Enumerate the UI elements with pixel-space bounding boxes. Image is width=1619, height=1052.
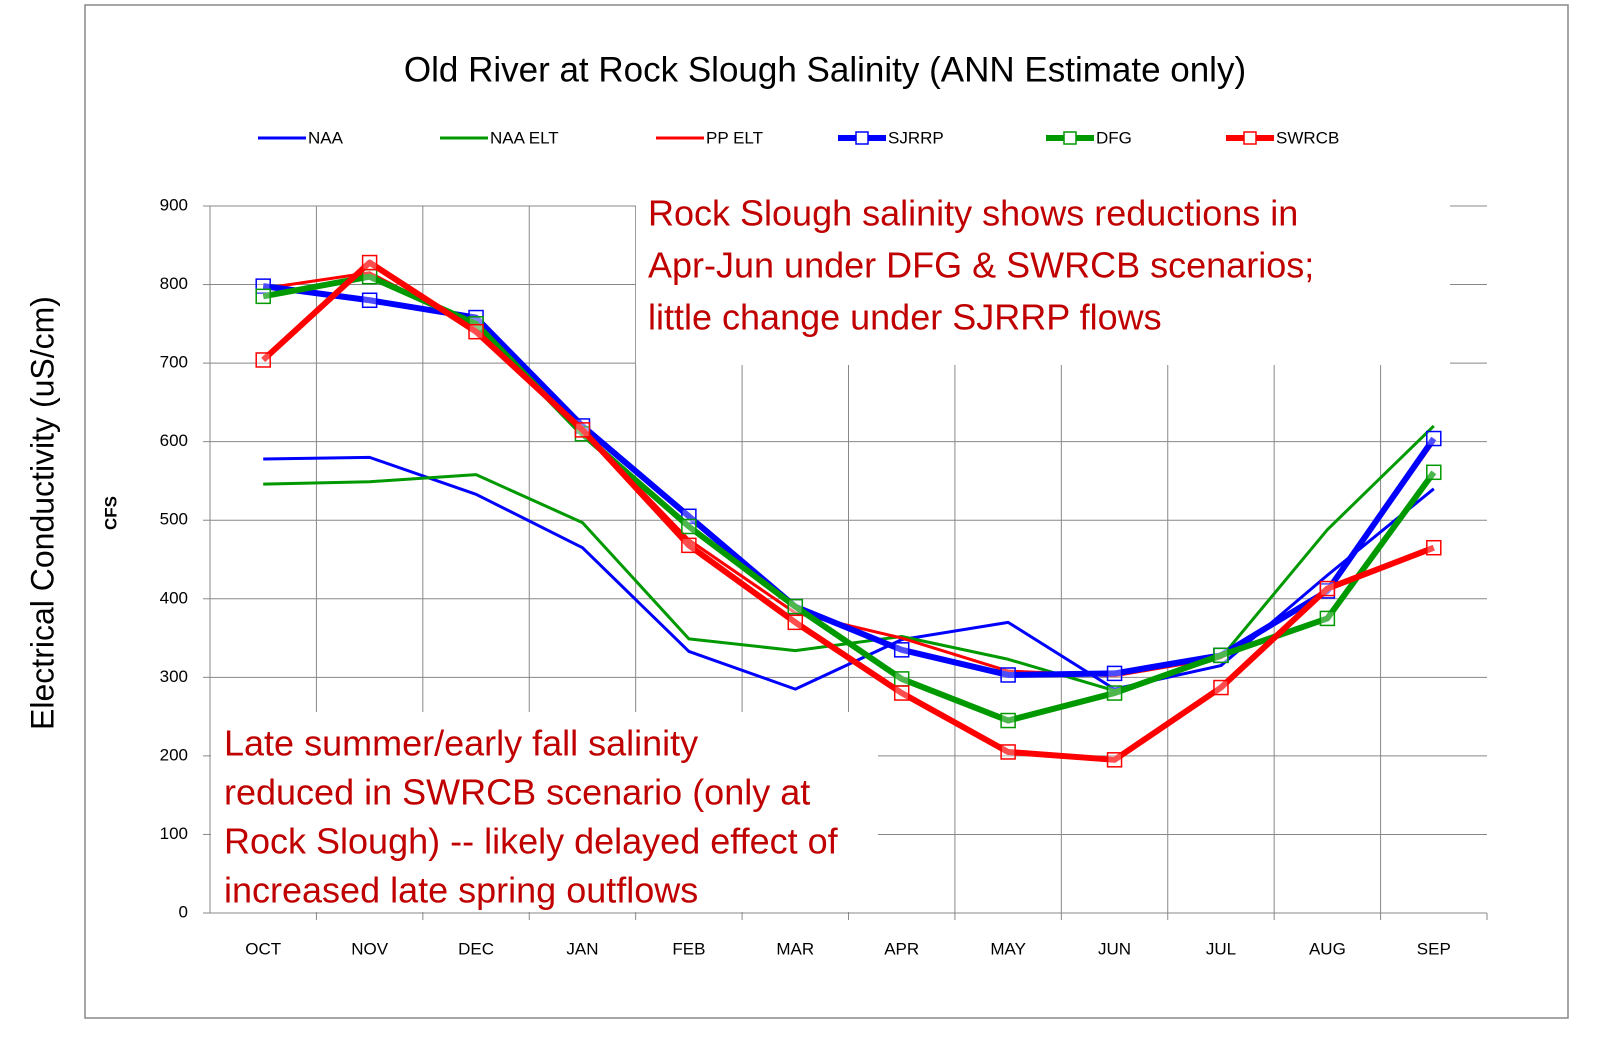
point-marker bbox=[1000, 744, 1016, 760]
annotation-text: reduced in SWRCB scenario (only at bbox=[224, 772, 810, 813]
point-marker bbox=[255, 352, 271, 368]
y-tick-label: 400 bbox=[160, 588, 188, 607]
point-marker bbox=[893, 671, 910, 687]
x-tick-label: JAN bbox=[566, 939, 598, 958]
point-marker bbox=[1319, 610, 1336, 627]
point-marker bbox=[1106, 685, 1123, 701]
chart-title: Old River at Rock Slough Salinity (ANN E… bbox=[404, 50, 1246, 89]
point-marker bbox=[255, 288, 271, 305]
point-marker bbox=[787, 598, 804, 615]
point-marker bbox=[1426, 464, 1442, 481]
series-line bbox=[262, 273, 1437, 724]
point-marker bbox=[1319, 580, 1336, 597]
series-line bbox=[261, 259, 1435, 763]
point-marker bbox=[1106, 665, 1123, 682]
y-tick-label: 100 bbox=[160, 824, 188, 843]
legend-marker bbox=[1063, 131, 1077, 145]
point-marker bbox=[1000, 712, 1016, 729]
legend-marker bbox=[1243, 131, 1257, 145]
point-marker bbox=[1000, 667, 1016, 683]
x-tick-label: JUL bbox=[1206, 939, 1236, 958]
y-axis-title: CFS bbox=[101, 496, 120, 530]
x-tick-label: MAR bbox=[776, 939, 814, 958]
point-marker bbox=[681, 537, 697, 554]
y-tick-label: 200 bbox=[160, 745, 188, 764]
point-marker bbox=[1426, 430, 1442, 447]
y-tick-label: 900 bbox=[160, 195, 188, 214]
annotation-text: Rock Slough) -- likely delayed effect of bbox=[224, 821, 839, 862]
point-marker bbox=[893, 685, 910, 701]
x-tick-label: JUN bbox=[1098, 939, 1131, 958]
legend-label: SWRCB bbox=[1276, 128, 1339, 147]
legend-marker bbox=[855, 131, 869, 145]
y-tick-label: 700 bbox=[160, 353, 188, 372]
annotation-text: Apr-Jun under DFG & SWRCB scenarios; bbox=[648, 245, 1314, 286]
legend-label: NAA ELT bbox=[490, 128, 559, 147]
annotation-text: increased late spring outflows bbox=[224, 870, 698, 911]
y-tick-label: 500 bbox=[160, 510, 188, 529]
point-marker bbox=[893, 642, 910, 658]
x-tick-label: AUG bbox=[1309, 939, 1346, 958]
legend-label: SJRRP bbox=[888, 128, 944, 147]
x-tick-label: MAY bbox=[990, 939, 1026, 958]
point-marker bbox=[468, 323, 484, 340]
y-tick-label: 600 bbox=[160, 431, 188, 450]
legend-label: DFG bbox=[1096, 128, 1132, 147]
outer-y-axis-title: Electrical Conductivity (uS/cm) bbox=[24, 296, 60, 730]
point-marker bbox=[1426, 539, 1442, 556]
point-marker bbox=[1213, 679, 1229, 696]
y-tick-label: 800 bbox=[160, 274, 188, 293]
point-marker bbox=[574, 422, 591, 438]
annotation-box bbox=[636, 190, 1450, 365]
x-tick-label: DEC bbox=[458, 939, 494, 958]
y-tick-label: 300 bbox=[160, 667, 188, 686]
x-tick-label: FEB bbox=[672, 939, 705, 958]
point-marker bbox=[787, 614, 804, 631]
annotation-box bbox=[211, 712, 878, 912]
point-marker bbox=[681, 518, 697, 535]
point-marker bbox=[1106, 752, 1123, 768]
x-tick-label: NOV bbox=[351, 939, 389, 958]
point-marker bbox=[361, 268, 378, 285]
legend-label: NAA bbox=[308, 128, 344, 147]
annotation-text: little change under SJRRP flows bbox=[648, 297, 1162, 338]
annotation-text: Late summer/early fall salinity bbox=[224, 723, 698, 764]
point-marker bbox=[1213, 647, 1229, 664]
legend-label: PP ELT bbox=[706, 128, 763, 147]
point-marker bbox=[361, 292, 378, 309]
x-tick-label: SEP bbox=[1417, 939, 1451, 958]
y-tick-label: 0 bbox=[179, 902, 188, 921]
x-tick-label: OCT bbox=[245, 939, 281, 958]
x-tick-label: APR bbox=[884, 939, 919, 958]
annotation-text: Rock Slough salinity shows reductions in bbox=[648, 193, 1298, 234]
point-marker bbox=[361, 254, 378, 271]
